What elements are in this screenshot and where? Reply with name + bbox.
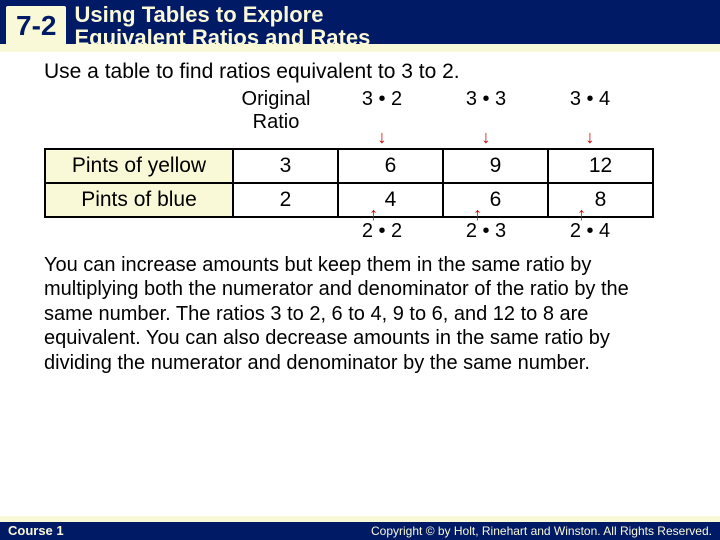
cell-value: 8: [548, 183, 653, 217]
course-label: Course 1: [8, 523, 64, 538]
footer-mul-4: ↑ 2 • 4: [538, 220, 642, 243]
arrow-up-icon: ↑: [369, 204, 378, 225]
table-row: Pints of yellow 3 6 9 12: [45, 149, 653, 183]
row-label-blue: Pints of blue: [45, 183, 233, 217]
title-line-1: Using Tables to Explore: [74, 2, 323, 27]
main-content: Use a table to find ratios equivalent to…: [0, 52, 720, 375]
lesson-number-badge: 7-2: [6, 6, 66, 46]
bottom-mul4-label: 2 • 4: [570, 220, 610, 242]
page-footer: Course 1 Copyright © by Holt, Rinehart a…: [0, 516, 720, 540]
explanation-paragraph: You can increase amounts but keep them i…: [44, 253, 692, 375]
top-mul4-label: 3 • 4: [570, 88, 610, 110]
ratio-table: Pints of yellow 3 6 9 12 Pints of blue 2…: [44, 148, 654, 218]
arrow-up-icon: ↑: [473, 204, 482, 225]
copyright-text: Copyright © by Holt, Rinehart and Winsto…: [371, 524, 712, 538]
cell-value: 3: [233, 149, 338, 183]
cell-value: 6: [443, 183, 548, 217]
row-label-yellow: Pints of yellow: [45, 149, 233, 183]
cell-value: 2: [233, 183, 338, 217]
footer-mul-2: ↑ 2 • 2: [330, 220, 434, 243]
arrow-down-icon: ↓: [482, 127, 491, 148]
header-mul-2: 3 • 2 ↓: [330, 88, 434, 134]
cell-value: 12: [548, 149, 653, 183]
cell-value: 9: [443, 149, 548, 183]
top-multiplier-row: Original Ratio 3 • 2 ↓ 3 • 3 ↓ 3 • 4 ↓: [222, 88, 692, 134]
header-mul-4: 3 • 4 ↓: [538, 88, 642, 134]
cell-value: 6: [338, 149, 443, 183]
original-ratio-label: Original Ratio: [242, 88, 311, 133]
bottom-mul3-label: 2 • 3: [466, 220, 506, 242]
header-mul-3: 3 • 3 ↓: [434, 88, 538, 134]
lesson-header: 7-2 Using Tables to Explore Equivalent R…: [0, 0, 720, 52]
header-original-ratio: Original Ratio: [222, 88, 330, 134]
arrow-up-icon: ↑: [577, 204, 586, 225]
top-mul2-label: 3 • 2: [362, 88, 402, 110]
bottom-mul2-label: 2 • 2: [362, 220, 402, 242]
table-row: Pints of blue 2 4 6 8: [45, 183, 653, 217]
footer-mul-3: ↑ 2 • 3: [434, 220, 538, 243]
arrow-down-icon: ↓: [378, 127, 387, 148]
top-mul3-label: 3 • 3: [466, 88, 506, 110]
arrow-down-icon: ↓: [586, 127, 595, 148]
bottom-multiplier-row: ↑ 2 • 2 ↑ 2 • 3 ↑ 2 • 4: [330, 220, 692, 243]
intro-text: Use a table to find ratios equivalent to…: [44, 60, 692, 84]
title-line-2: Equivalent Ratios and Rates: [74, 25, 370, 50]
cell-value: 4: [338, 183, 443, 217]
lesson-title: Using Tables to Explore Equivalent Ratio…: [74, 3, 370, 49]
